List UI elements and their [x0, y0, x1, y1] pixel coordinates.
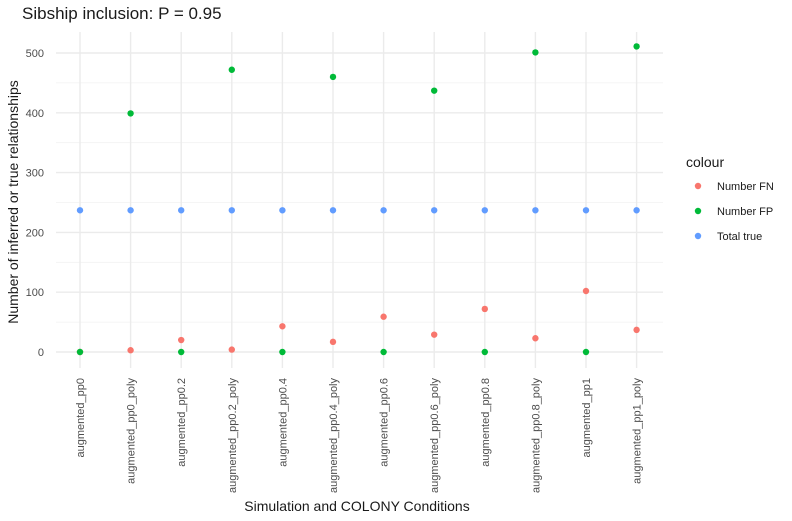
data-point	[178, 336, 185, 344]
data-points	[76, 43, 640, 356]
data-point	[329, 73, 337, 81]
x-tick-label: augmented_pp0.2	[176, 378, 188, 467]
data-point	[329, 207, 337, 214]
x-tick-label: augmented_pp0.4	[277, 378, 289, 467]
data-point	[228, 346, 235, 353]
data-point	[178, 348, 185, 356]
x-tick-label: augmented_pp0.6_poly	[429, 378, 441, 493]
data-point	[582, 207, 590, 214]
x-tick-label: augmented_pp0.8_poly	[530, 378, 542, 493]
data-point	[532, 335, 539, 342]
data-point	[431, 331, 438, 338]
data-point	[279, 348, 286, 356]
y-tick-label: 0	[38, 347, 44, 359]
data-point	[481, 305, 488, 313]
y-tick-label: 300	[26, 168, 44, 180]
legend-key	[694, 232, 702, 240]
data-point	[532, 49, 539, 56]
legend: colour Number FN Number FP Total true	[686, 154, 774, 243]
data-point	[127, 347, 134, 354]
data-point	[279, 323, 286, 330]
data-point	[582, 287, 590, 295]
grid-lines	[56, 32, 663, 368]
data-point	[76, 207, 84, 214]
data-point	[633, 326, 640, 334]
y-axis-label: Number of inferred or true relationships	[5, 80, 21, 324]
data-point	[127, 207, 134, 214]
x-tick-label: augmented_pp1	[581, 378, 593, 458]
data-point	[431, 207, 438, 214]
data-point	[431, 87, 438, 94]
legend-label: Total true	[717, 231, 762, 243]
x-tick-label: augmented_pp0.2_poly	[227, 378, 239, 493]
data-point	[228, 66, 235, 73]
chart-title: Sibship inclusion: P = 0.95	[22, 4, 222, 23]
data-point	[532, 207, 539, 214]
legend-key	[694, 182, 702, 190]
legend-title: colour	[686, 154, 724, 170]
x-tick-label: augmented_pp0.6	[379, 378, 391, 467]
data-point	[178, 207, 185, 214]
legend-key	[694, 207, 702, 215]
x-tick-label: augmented_pp0.8	[480, 378, 492, 467]
data-point	[329, 338, 337, 346]
data-point	[380, 313, 387, 320]
y-tick-label: 400	[26, 108, 44, 120]
data-point	[380, 207, 387, 214]
data-point	[279, 207, 286, 214]
data-point	[481, 348, 488, 356]
data-point	[76, 348, 84, 356]
data-point	[633, 207, 640, 214]
data-point	[228, 207, 235, 214]
legend-label: Number FN	[717, 181, 774, 193]
x-tick-label: augmented_pp0.4_poly	[328, 378, 340, 493]
x-axis-label: Simulation and COLONY Conditions	[244, 498, 469, 514]
y-tick-label: 200	[26, 227, 44, 239]
legend-label: Number FP	[717, 206, 773, 218]
data-point	[582, 348, 590, 356]
data-point	[380, 348, 387, 356]
data-point	[633, 43, 640, 50]
data-point	[481, 207, 488, 214]
y-tick-label: 500	[26, 48, 44, 60]
x-tick-label: augmented_pp1_poly	[632, 378, 644, 484]
y-tick-labels: 0 100 200 300 400 500	[26, 48, 44, 359]
x-tick-labels: augmented_pp0 augmented_pp0_poly augmented…	[75, 378, 644, 493]
x-tick-label: augmented_pp0_poly	[126, 378, 138, 484]
x-tick-label: augmented_pp0	[75, 378, 87, 458]
y-tick-label: 100	[26, 287, 44, 299]
data-point	[127, 110, 134, 117]
